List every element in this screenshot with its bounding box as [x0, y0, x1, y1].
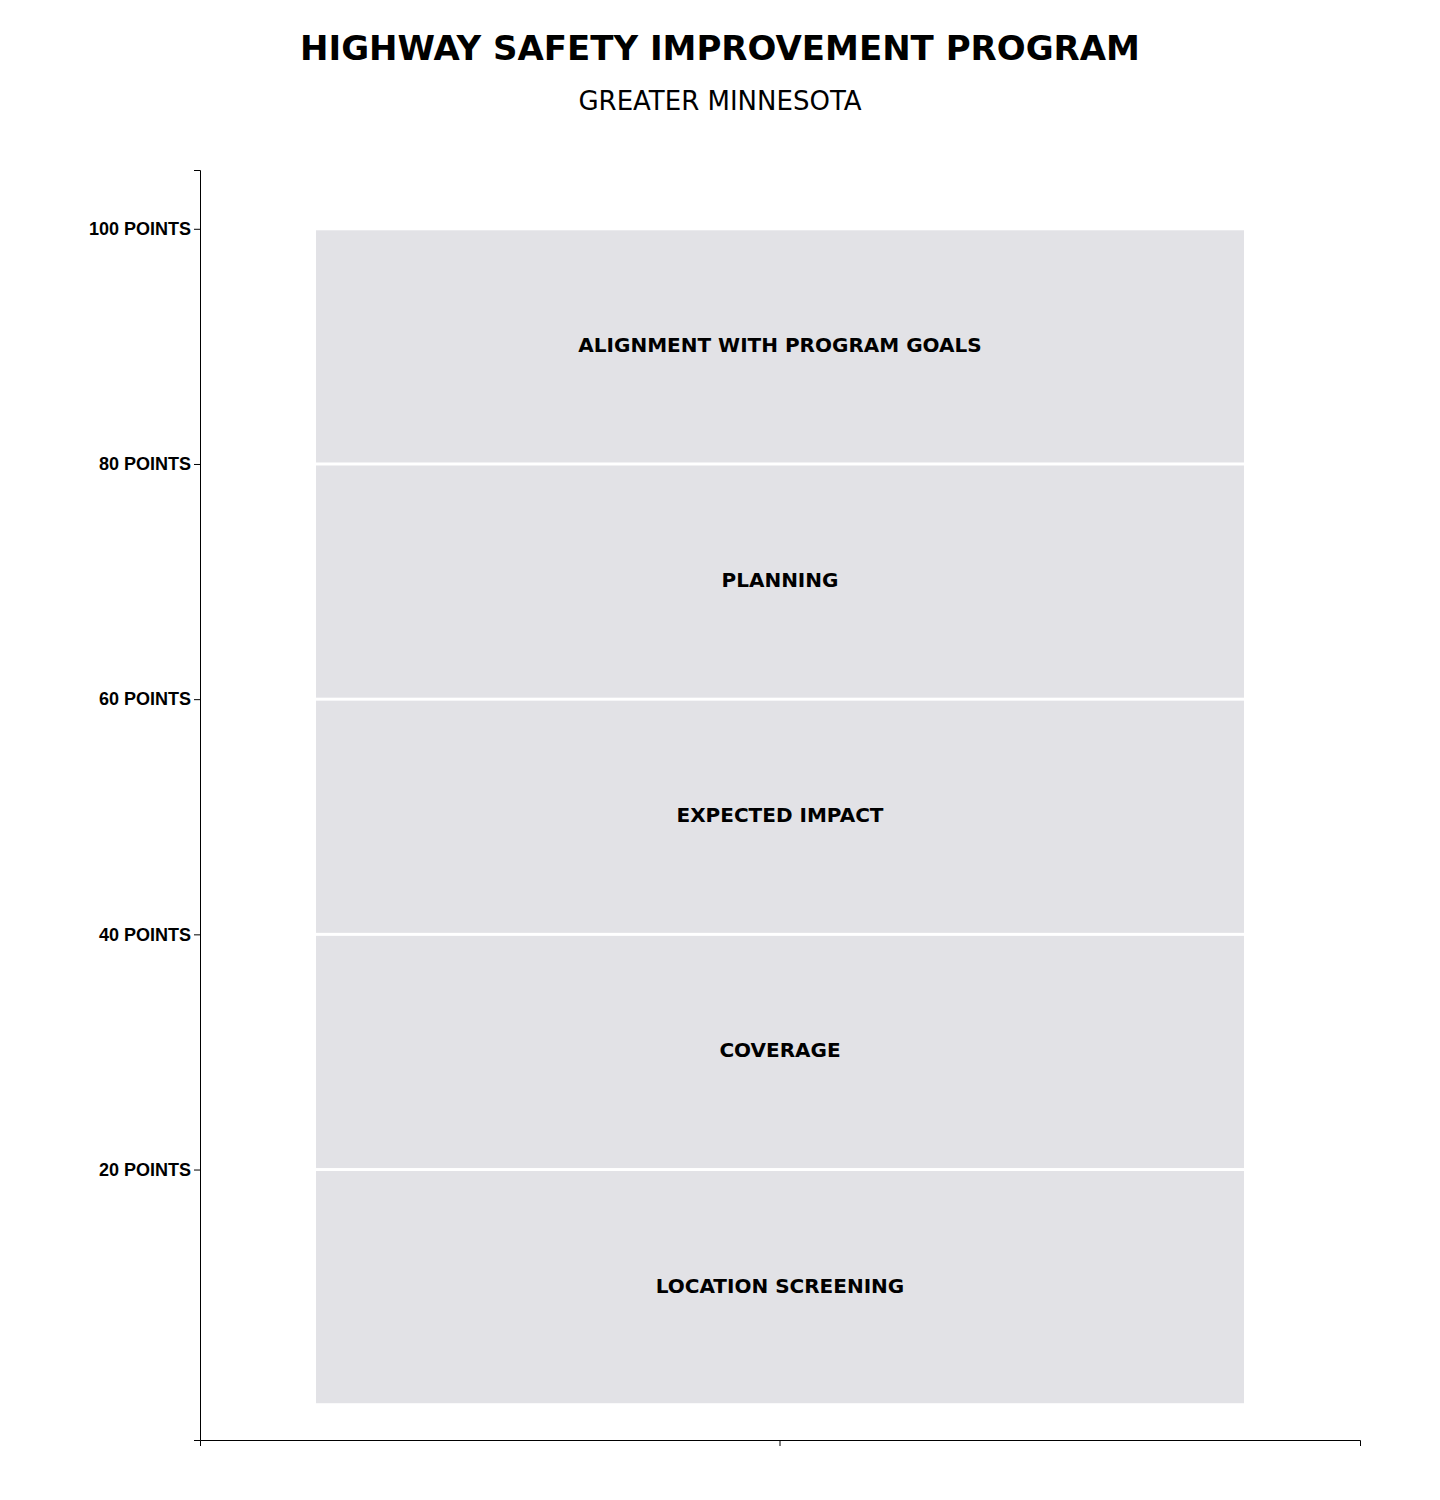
subtitle: GREATER MINNESOTA [578, 86, 861, 116]
segment-label: COVERAGE [719, 1038, 840, 1062]
chart: HIGHWAY SAFETY IMPROVEMENT PROGRAM GREATE… [0, 0, 1440, 1500]
bar-segment [316, 465, 1244, 697]
segment-label: ALIGNMENT WITH PROGRAM GOALS [578, 333, 981, 357]
y-tick: 80 POINTS [99, 454, 200, 474]
bar-segment [316, 936, 1244, 1168]
title: HIGHWAY SAFETY IMPROVEMENT PROGRAM [300, 28, 1140, 68]
x-axis-line [201, 1441, 1361, 1447]
bar-segment [316, 230, 1244, 462]
bar-segment [316, 1171, 1244, 1403]
y-tick-label: 20 POINTS [99, 1160, 191, 1180]
bar-segment [316, 701, 1244, 933]
y-tick: 100 POINTS [89, 219, 200, 239]
plot: LOCATION SCREENING COVERAGE EXPECTED IMPAC… [89, 171, 1361, 1447]
y-tick: 20 POINTS [99, 1160, 200, 1180]
y-tick-mark [194, 1170, 200, 1171]
x-tick-mark [780, 1440, 781, 1446]
segment-labels: LOCATION SCREENING COVERAGE EXPECTED IMPAC… [578, 333, 981, 1298]
y-tick-label: 60 POINTS [99, 689, 191, 709]
y-tick: 40 POINTS [99, 925, 200, 945]
y-tick-label: 100 POINTS [89, 219, 191, 239]
y-tick-label: 80 POINTS [99, 454, 191, 474]
y-tick: 60 POINTS [99, 689, 200, 709]
y-tick-mark [194, 699, 200, 700]
y-axis-line [194, 171, 201, 1441]
segment-label: PLANNING [722, 568, 839, 592]
segment-label: EXPECTED IMPACT [677, 803, 884, 827]
y-tick-mark [194, 229, 200, 230]
x-tick [780, 1440, 781, 1446]
y-tick-mark [194, 934, 200, 935]
bars [316, 230, 1244, 1403]
y-tick-label: 40 POINTS [99, 925, 191, 945]
segment-label: LOCATION SCREENING [656, 1274, 905, 1298]
x-axis [201, 1440, 1361, 1446]
y-tick-mark [194, 464, 200, 465]
y-axis: 20 POINTS 40 POINTS 60 POINTS 80 POINTS 100 … [89, 171, 201, 1441]
